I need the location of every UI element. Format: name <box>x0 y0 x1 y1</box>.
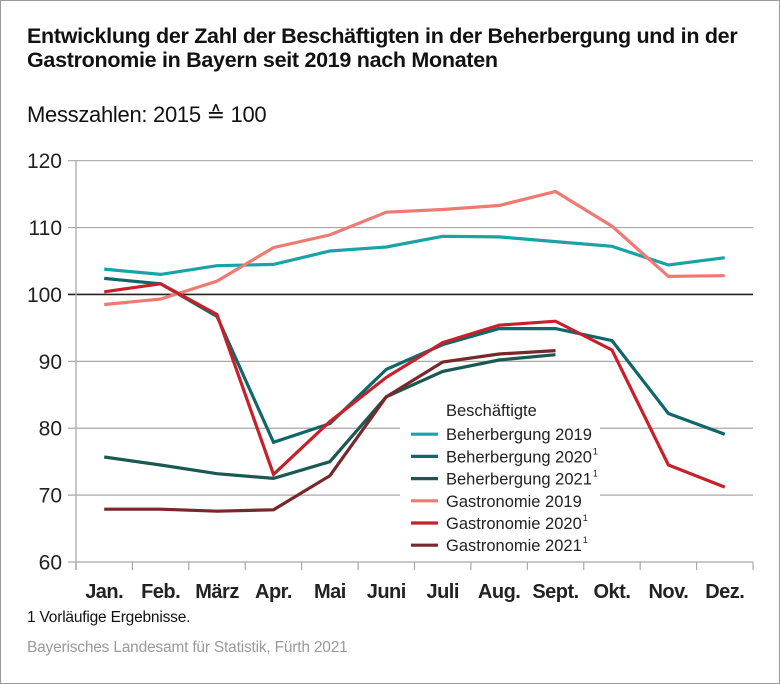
series-line-beherbergung-2021 <box>103 353 556 481</box>
legend-footnote-marker: 1 <box>583 535 588 545</box>
y-tick-label: 80 <box>39 418 62 441</box>
chart-title: Entwicklung der Zahl der Beschäftigten i… <box>27 24 738 72</box>
x-tick-label: Dez. <box>705 581 744 603</box>
legend-title: Beschäftigte <box>446 402 537 420</box>
legend-label: Gastronomie 2019 <box>446 493 582 511</box>
x-tick-label: Juni <box>367 581 406 603</box>
legend-footnote-marker: 1 <box>593 469 598 479</box>
y-tick-label: 110 <box>29 217 62 240</box>
series-line-beherbergung-2019 <box>104 234 726 277</box>
source-note: Bayerisches Landesamt für Statistik, Für… <box>27 639 348 656</box>
y-tick-label: 100 <box>27 284 62 307</box>
x-tick-label: Sept. <box>532 581 578 603</box>
legend-label: Beherbergung 2019 <box>446 426 592 444</box>
x-tick-label: Mai <box>314 581 346 603</box>
footnote: 1 Vorläufige Ergebnisse. <box>27 609 191 626</box>
x-tick-label: Aug. <box>478 581 520 603</box>
x-tick-label: Apr. <box>255 581 292 603</box>
series-line-gastronomie-2021 <box>104 349 556 513</box>
legend-footnote-marker: 1 <box>593 446 598 456</box>
legend-label: Beherbergung 2020 <box>446 448 592 466</box>
y-tick-label: 120 <box>27 150 62 173</box>
series-line-gastronomie-2019 <box>104 189 725 307</box>
legend-background <box>400 395 600 555</box>
legend: Beschäftigte Beherbergung 2019 Beherbergun… <box>400 395 600 555</box>
legend-label: Gastronomie 2021 <box>446 537 582 555</box>
x-tick-label: Jan. <box>85 581 123 603</box>
x-tick-label: Feb. <box>141 581 180 603</box>
legend-label: Beherbergung 2021 <box>446 471 592 489</box>
y-axis: 60 70 80 90 100 110 120 <box>27 150 77 575</box>
x-tick-label: Nov. <box>648 581 688 603</box>
x-tick-label: Okt. <box>594 581 631 603</box>
y-tick-label: 90 <box>39 351 62 374</box>
series-lines <box>103 189 726 513</box>
y-tick-label: 60 <box>39 552 62 575</box>
legend-label: Gastronomie 2020 <box>446 515 582 533</box>
x-tick-label: März <box>195 581 239 603</box>
series-line-gastronomie-2020 <box>103 282 726 489</box>
x-tick-label: Juli <box>426 581 458 603</box>
y-tick-label: 70 <box>39 485 62 508</box>
legend-footnote-marker: 1 <box>583 513 588 523</box>
x-axis: Jan. Feb. März Apr. Mai Juni Juli Aug. Sept. Okt.… <box>75 561 754 603</box>
chart-subtitle: Messzahlen: 2015 ≙ 100 <box>27 102 267 127</box>
